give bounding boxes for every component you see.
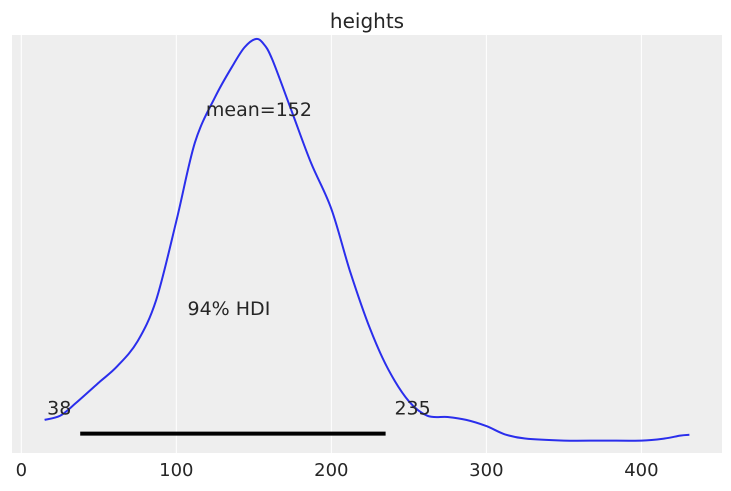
hdi-label: 94% HDI xyxy=(188,298,271,320)
density-curve xyxy=(44,37,690,442)
grid-lines xyxy=(20,35,642,453)
x-tick-label: 0 xyxy=(16,460,27,481)
x-tick-label: 200 xyxy=(314,460,348,481)
mean-label: mean=152 xyxy=(206,99,312,121)
x-tick-label: 400 xyxy=(624,460,658,481)
x-tick-label: 100 xyxy=(159,460,193,481)
hdi-low-label: 38 xyxy=(47,398,71,420)
chart-title: heights xyxy=(330,9,404,33)
hdi-high-label: 235 xyxy=(394,398,430,420)
plot-area xyxy=(12,35,722,453)
x-tick-labels: 0 100 200 300 400 xyxy=(16,460,659,481)
x-tick-label: 300 xyxy=(469,460,503,481)
